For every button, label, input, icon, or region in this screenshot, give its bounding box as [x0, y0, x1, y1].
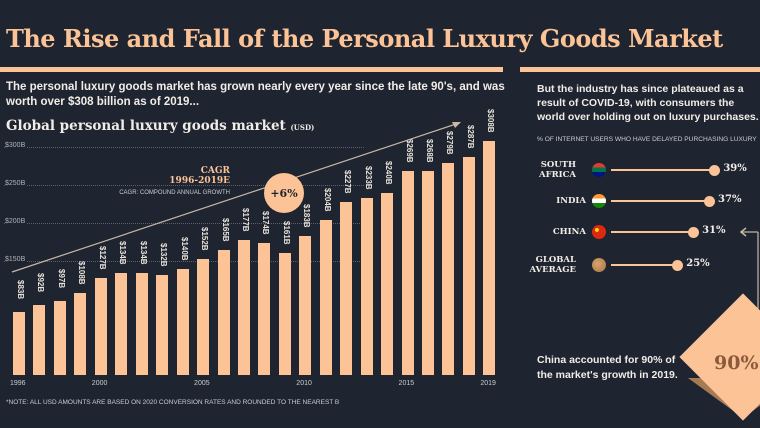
bar-2001 — [115, 273, 128, 375]
cagr-definition: CAGR: COMPOUND ANNUAL GROWTH — [119, 190, 230, 196]
bar-2012 — [340, 202, 353, 375]
value-line — [611, 264, 678, 266]
bar-2004 — [176, 268, 189, 375]
value-label: 25% — [686, 258, 710, 269]
bar-2002 — [135, 273, 148, 375]
country-label: CHINA — [552, 227, 586, 237]
value-dot — [709, 164, 721, 176]
cagr-title: CAGR — [200, 166, 230, 176]
right-intro: But the industry has since plateaued as … — [537, 83, 759, 123]
chart-title: Global personal luxury goods market (USD… — [6, 118, 314, 134]
bar-2003 — [156, 274, 169, 375]
y-tick-label: $200B — [5, 218, 28, 225]
x-tick-label: 2015 — [398, 380, 415, 387]
x-tick-label: 2000 — [91, 380, 108, 387]
trend-arrowhead — [452, 122, 461, 128]
value-line — [611, 169, 715, 171]
bar-2011 — [319, 219, 332, 375]
bar-1999 — [74, 292, 87, 375]
x-tick-label: 1996 — [10, 380, 26, 387]
chart-title-text: Global personal luxury goods market — [6, 118, 286, 134]
bar-2006 — [217, 249, 230, 375]
bar-2018 — [462, 156, 475, 375]
value-dot — [672, 259, 684, 271]
y-tick-label: $250B — [5, 180, 28, 187]
china-note: China accounted for 90% of the market's … — [537, 354, 678, 381]
value-line — [611, 231, 694, 233]
page-title: The Rise and Fall of the Personal Luxury… — [6, 24, 723, 53]
bar-2013 — [360, 197, 373, 375]
country-label: SOUTH AFRICA — [538, 160, 576, 180]
title-rule-right — [520, 67, 760, 72]
india-flag-icon — [592, 194, 606, 208]
bar-2017 — [442, 162, 455, 375]
trend-line — [11, 123, 457, 273]
value-dot — [704, 195, 716, 207]
country-label: INDIA — [556, 196, 586, 206]
bar-2005 — [197, 259, 210, 375]
gridline — [4, 261, 364, 262]
bar-2008 — [258, 242, 271, 375]
y-tick-label: $150B — [5, 256, 28, 263]
value-line — [611, 200, 710, 202]
x-tick-label: 2010 — [296, 380, 312, 387]
cagr-range: 1996-2019E — [169, 176, 230, 186]
title-rule-left — [0, 67, 503, 72]
value-label: 39% — [723, 163, 747, 174]
bar-2019 — [483, 140, 496, 375]
cagr-label: CAGR 1996-2019E — [169, 166, 230, 186]
bar-2014 — [381, 192, 394, 375]
value-dot — [688, 226, 700, 238]
y-tick-label: $300B — [5, 142, 28, 149]
bar-1997 — [33, 305, 46, 375]
bar-2010 — [299, 235, 312, 375]
gridline — [4, 147, 364, 148]
cagr-badge: +6% — [264, 173, 304, 213]
gridline — [4, 185, 364, 186]
x-tick-label: 2019 — [480, 380, 496, 387]
country-label: GLOBAL AVERAGE — [529, 255, 576, 275]
intro-text: The personal luxury goods market has gro… — [6, 81, 505, 108]
china-share-value: 90% — [714, 352, 759, 374]
bar-2000 — [94, 278, 107, 375]
x-tick-label: 2005 — [194, 380, 210, 387]
right-subtitle: % OF INTERNET USERS WHO HAVE DELAYED PUR… — [537, 136, 757, 143]
gridline — [4, 223, 364, 224]
bar-1998 — [53, 301, 66, 375]
south-africa-flag-icon — [592, 163, 606, 177]
bar-2009 — [278, 252, 291, 375]
globe-icon — [592, 258, 606, 272]
bar-2007 — [237, 240, 250, 375]
bar-2016 — [422, 171, 434, 375]
china-flag-icon — [592, 225, 606, 239]
value-label: 31% — [702, 225, 726, 236]
bar-2015 — [401, 170, 414, 375]
china-arrowhead — [739, 227, 747, 237]
chart-unit: (USD) — [290, 123, 315, 132]
footnote: *NOTE: ALL USD AMOUNTS ARE BASED ON 2020… — [6, 399, 340, 406]
bar-1996 — [13, 311, 25, 375]
value-label: 37% — [718, 194, 742, 205]
